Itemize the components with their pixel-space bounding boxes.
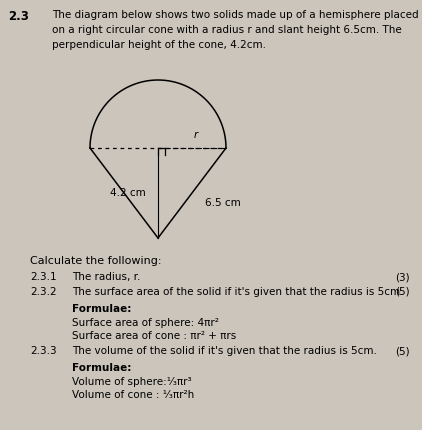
Text: Volume of sphere:¹⁄₃πr³: Volume of sphere:¹⁄₃πr³	[72, 377, 192, 387]
Text: 2.3.1: 2.3.1	[30, 272, 57, 282]
Text: Surface area of cone : πr² + πrs: Surface area of cone : πr² + πrs	[72, 331, 236, 341]
Text: Volume of cone : ¹⁄₃πr²h: Volume of cone : ¹⁄₃πr²h	[72, 390, 194, 400]
Text: r: r	[193, 130, 197, 140]
Text: Surface area of sphere: 4πr²: Surface area of sphere: 4πr²	[72, 318, 219, 328]
Text: (5): (5)	[395, 346, 410, 356]
Text: (5): (5)	[395, 287, 410, 297]
Text: 2.3.2: 2.3.2	[30, 287, 57, 297]
Text: Calculate the following:: Calculate the following:	[30, 256, 162, 266]
Text: Formulae:: Formulae:	[72, 363, 131, 373]
Text: The diagram below shows two solids made up of a hemisphere placed
on a right cir: The diagram below shows two solids made …	[52, 10, 419, 49]
Text: The radius, r.: The radius, r.	[72, 272, 141, 282]
Text: The volume of the solid if it's given that the radius is 5cm.: The volume of the solid if it's given th…	[72, 346, 377, 356]
Text: 2.3.3: 2.3.3	[30, 346, 57, 356]
Text: 6.5 cm: 6.5 cm	[205, 198, 241, 208]
Text: Formulae:: Formulae:	[72, 304, 131, 314]
Text: The surface area of the solid if it's given that the radius is 5cm.: The surface area of the solid if it's gi…	[72, 287, 403, 297]
Text: 2.3: 2.3	[8, 10, 29, 23]
Text: 4.2 cm: 4.2 cm	[110, 188, 146, 198]
Text: (3): (3)	[395, 272, 410, 282]
